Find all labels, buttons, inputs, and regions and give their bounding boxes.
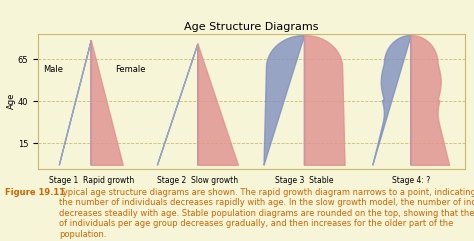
Polygon shape (59, 40, 91, 165)
Text: Typical age structure diagrams are shown. The rapid growth diagram narrows to a : Typical age structure diagrams are shown… (59, 188, 474, 239)
Text: Male: Male (43, 65, 63, 74)
Polygon shape (198, 44, 238, 165)
Text: Stage 1  Rapid growth: Stage 1 Rapid growth (49, 176, 134, 185)
Polygon shape (304, 35, 345, 165)
Polygon shape (157, 44, 198, 165)
Y-axis label: Age: Age (7, 93, 16, 109)
Polygon shape (411, 35, 449, 165)
Text: Female: Female (115, 65, 145, 74)
Polygon shape (91, 40, 123, 165)
Text: Stage 3  Stable: Stage 3 Stable (275, 176, 334, 185)
Polygon shape (373, 35, 411, 165)
Title: Age Structure Diagrams: Age Structure Diagrams (184, 22, 319, 32)
Text: Stage 4: ?: Stage 4: ? (392, 176, 430, 185)
Text: Figure 19.11: Figure 19.11 (5, 188, 68, 197)
Polygon shape (264, 35, 304, 165)
Text: Stage 2  Slow growth: Stage 2 Slow growth (157, 176, 238, 185)
